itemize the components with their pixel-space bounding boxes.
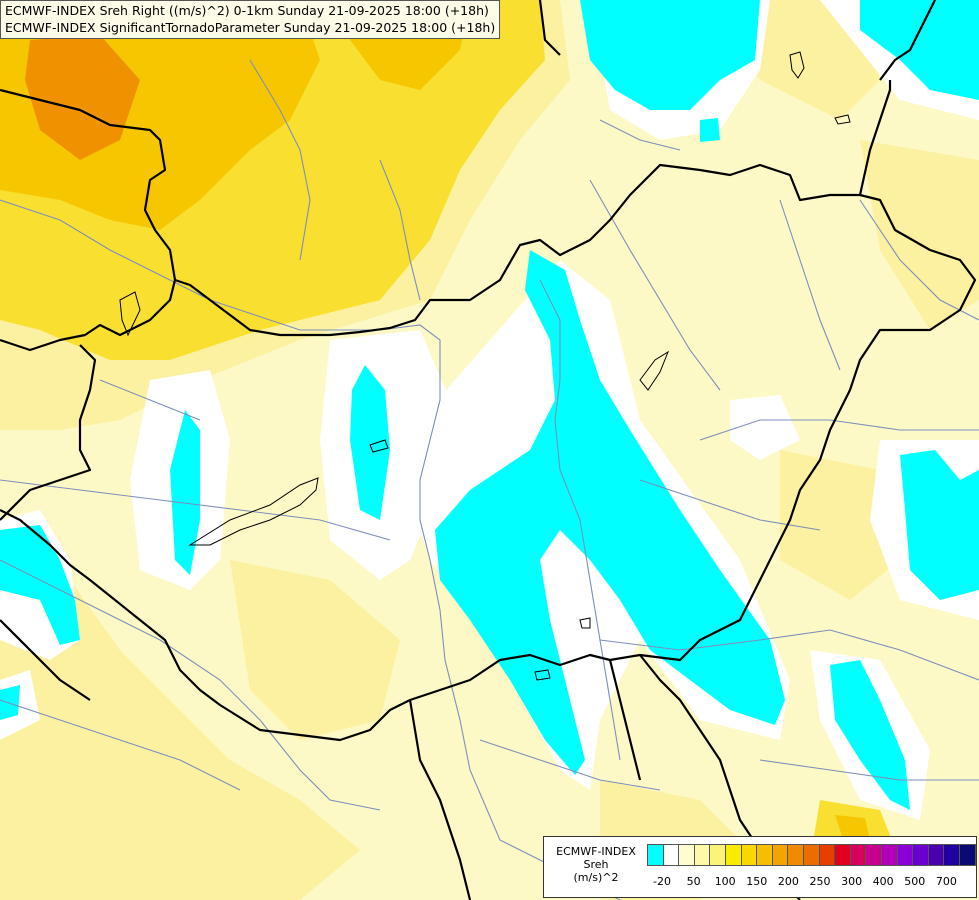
- legend-swatch: [709, 844, 726, 866]
- legend-source-label: ECMWF-INDEX: [556, 845, 636, 858]
- legend-swatch: [740, 844, 758, 866]
- title-line-stp: ECMWF-INDEX SignificantTornadoParameter …: [5, 20, 496, 35]
- legend-swatch: [647, 844, 664, 866]
- legend-swatch: [756, 844, 773, 866]
- legend-swatch: [881, 844, 898, 866]
- legend-tick-label: 250: [809, 875, 831, 888]
- legend-label-block: ECMWF-INDEX Sreh (m/s)^2: [548, 845, 644, 884]
- legend-swatch: [803, 844, 820, 866]
- legend-tick-label: 200: [777, 875, 799, 888]
- legend-swatch: [912, 844, 929, 866]
- lakes: [119, 51, 851, 681]
- legend-tick-label: 50: [686, 875, 701, 888]
- legend-swatch: [834, 844, 851, 866]
- field-very-high: [25, 35, 140, 160]
- legend-swatch: [818, 844, 836, 866]
- rivers: [0, 59, 979, 900]
- legend-tick-label: 400: [872, 875, 894, 888]
- legend-swatch: [787, 844, 804, 866]
- legend-swatch: [849, 844, 867, 866]
- legend-unit-label: (m/s)^2: [573, 871, 619, 884]
- legend-swatch: [865, 844, 882, 866]
- legend-tick-label: 150: [746, 875, 768, 888]
- legend-swatch: [662, 844, 680, 866]
- legend-swatch: [896, 844, 914, 866]
- legend-swatch: [959, 844, 976, 866]
- map-title-box: ECMWF-INDEX Sreh Right ((m/s)^2) 0-1km S…: [0, 0, 501, 39]
- legend-tick-label: 100: [714, 875, 736, 888]
- legend-swatch: [725, 844, 742, 866]
- legend-tick-label: 500: [904, 875, 926, 888]
- legend-tick-label: 700: [935, 875, 957, 888]
- legend-tick-label: -20: [653, 875, 671, 888]
- legend-tick-label: 300: [841, 875, 863, 888]
- legend-swatch: [943, 844, 960, 866]
- legend-swatch: [927, 844, 945, 866]
- legend-variable-label: Sreh: [583, 858, 609, 871]
- legend-swatch: [693, 844, 711, 866]
- legend-swatch: [771, 844, 789, 866]
- legend-box: ECMWF-INDEX Sreh (m/s)^2 -20 50 100 150 200 2…: [543, 836, 977, 898]
- title-line-sreh: ECMWF-INDEX Sreh Right ((m/s)^2) 0-1km S…: [5, 3, 489, 18]
- legend-swatch: [678, 844, 695, 866]
